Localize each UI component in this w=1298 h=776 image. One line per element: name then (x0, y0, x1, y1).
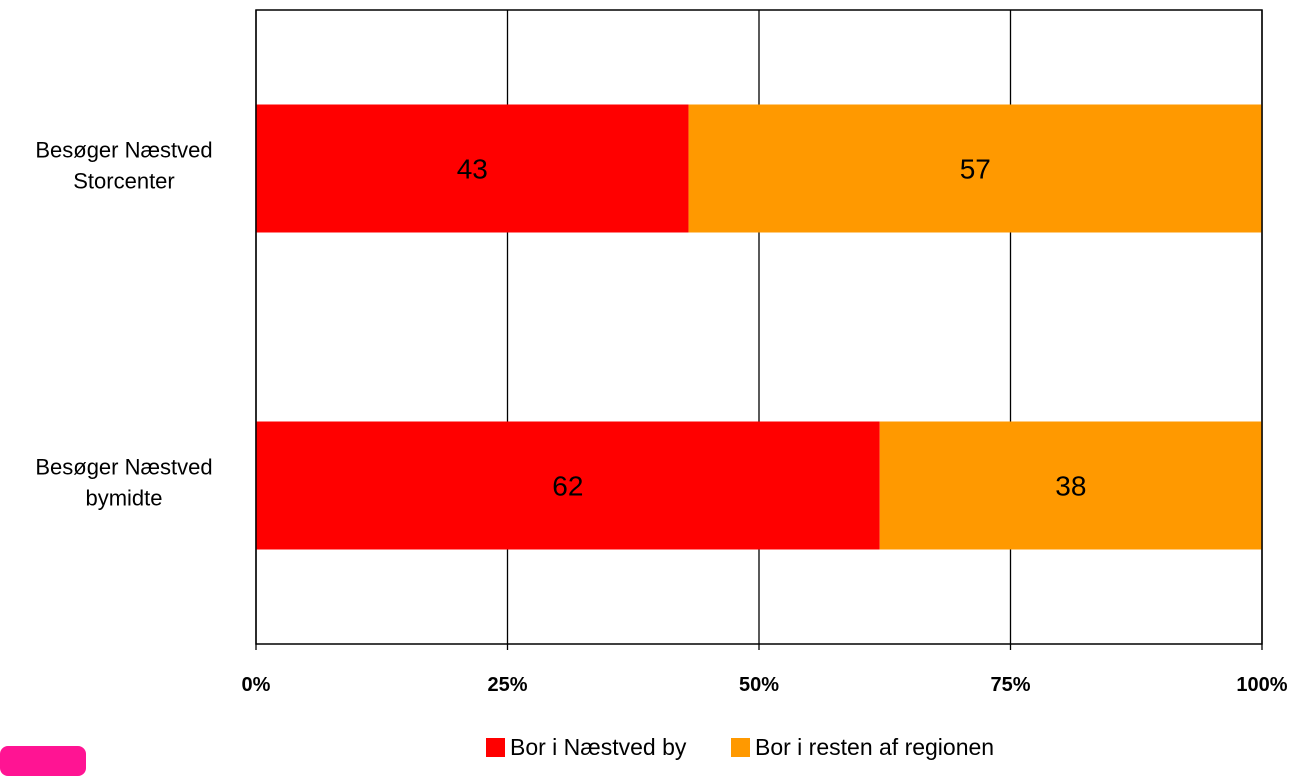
legend-swatch-naestved-by (486, 738, 505, 757)
x-tick-label: 75% (990, 674, 1030, 696)
x-tick-label: 25% (487, 674, 527, 696)
category-label: Besøger Næstved (35, 138, 212, 163)
data-label: 62 (552, 471, 583, 502)
category-label: Besøger Næstved (35, 455, 212, 480)
x-tick-label: 50% (739, 674, 779, 696)
bar-naestved-by-1 (256, 421, 880, 550)
bar-resten-0 (688, 104, 1262, 233)
x-tick-label: 100% (1236, 674, 1287, 696)
category-label: Storcenter (73, 169, 175, 194)
corner-logo-mark (0, 746, 86, 776)
data-label: 43 (457, 154, 488, 185)
category-label: bymidte (85, 486, 162, 511)
legend-swatch-resten (731, 738, 750, 757)
legend-label: Bor i Næstved by (510, 734, 687, 760)
x-tick-label: 0% (242, 674, 271, 696)
legend-label: Bor i resten af regionen (755, 734, 994, 760)
bar-naestved-by-0 (256, 104, 689, 233)
bar-resten-1 (879, 421, 1262, 550)
data-label: 57 (960, 154, 991, 185)
data-label: 38 (1055, 471, 1086, 502)
